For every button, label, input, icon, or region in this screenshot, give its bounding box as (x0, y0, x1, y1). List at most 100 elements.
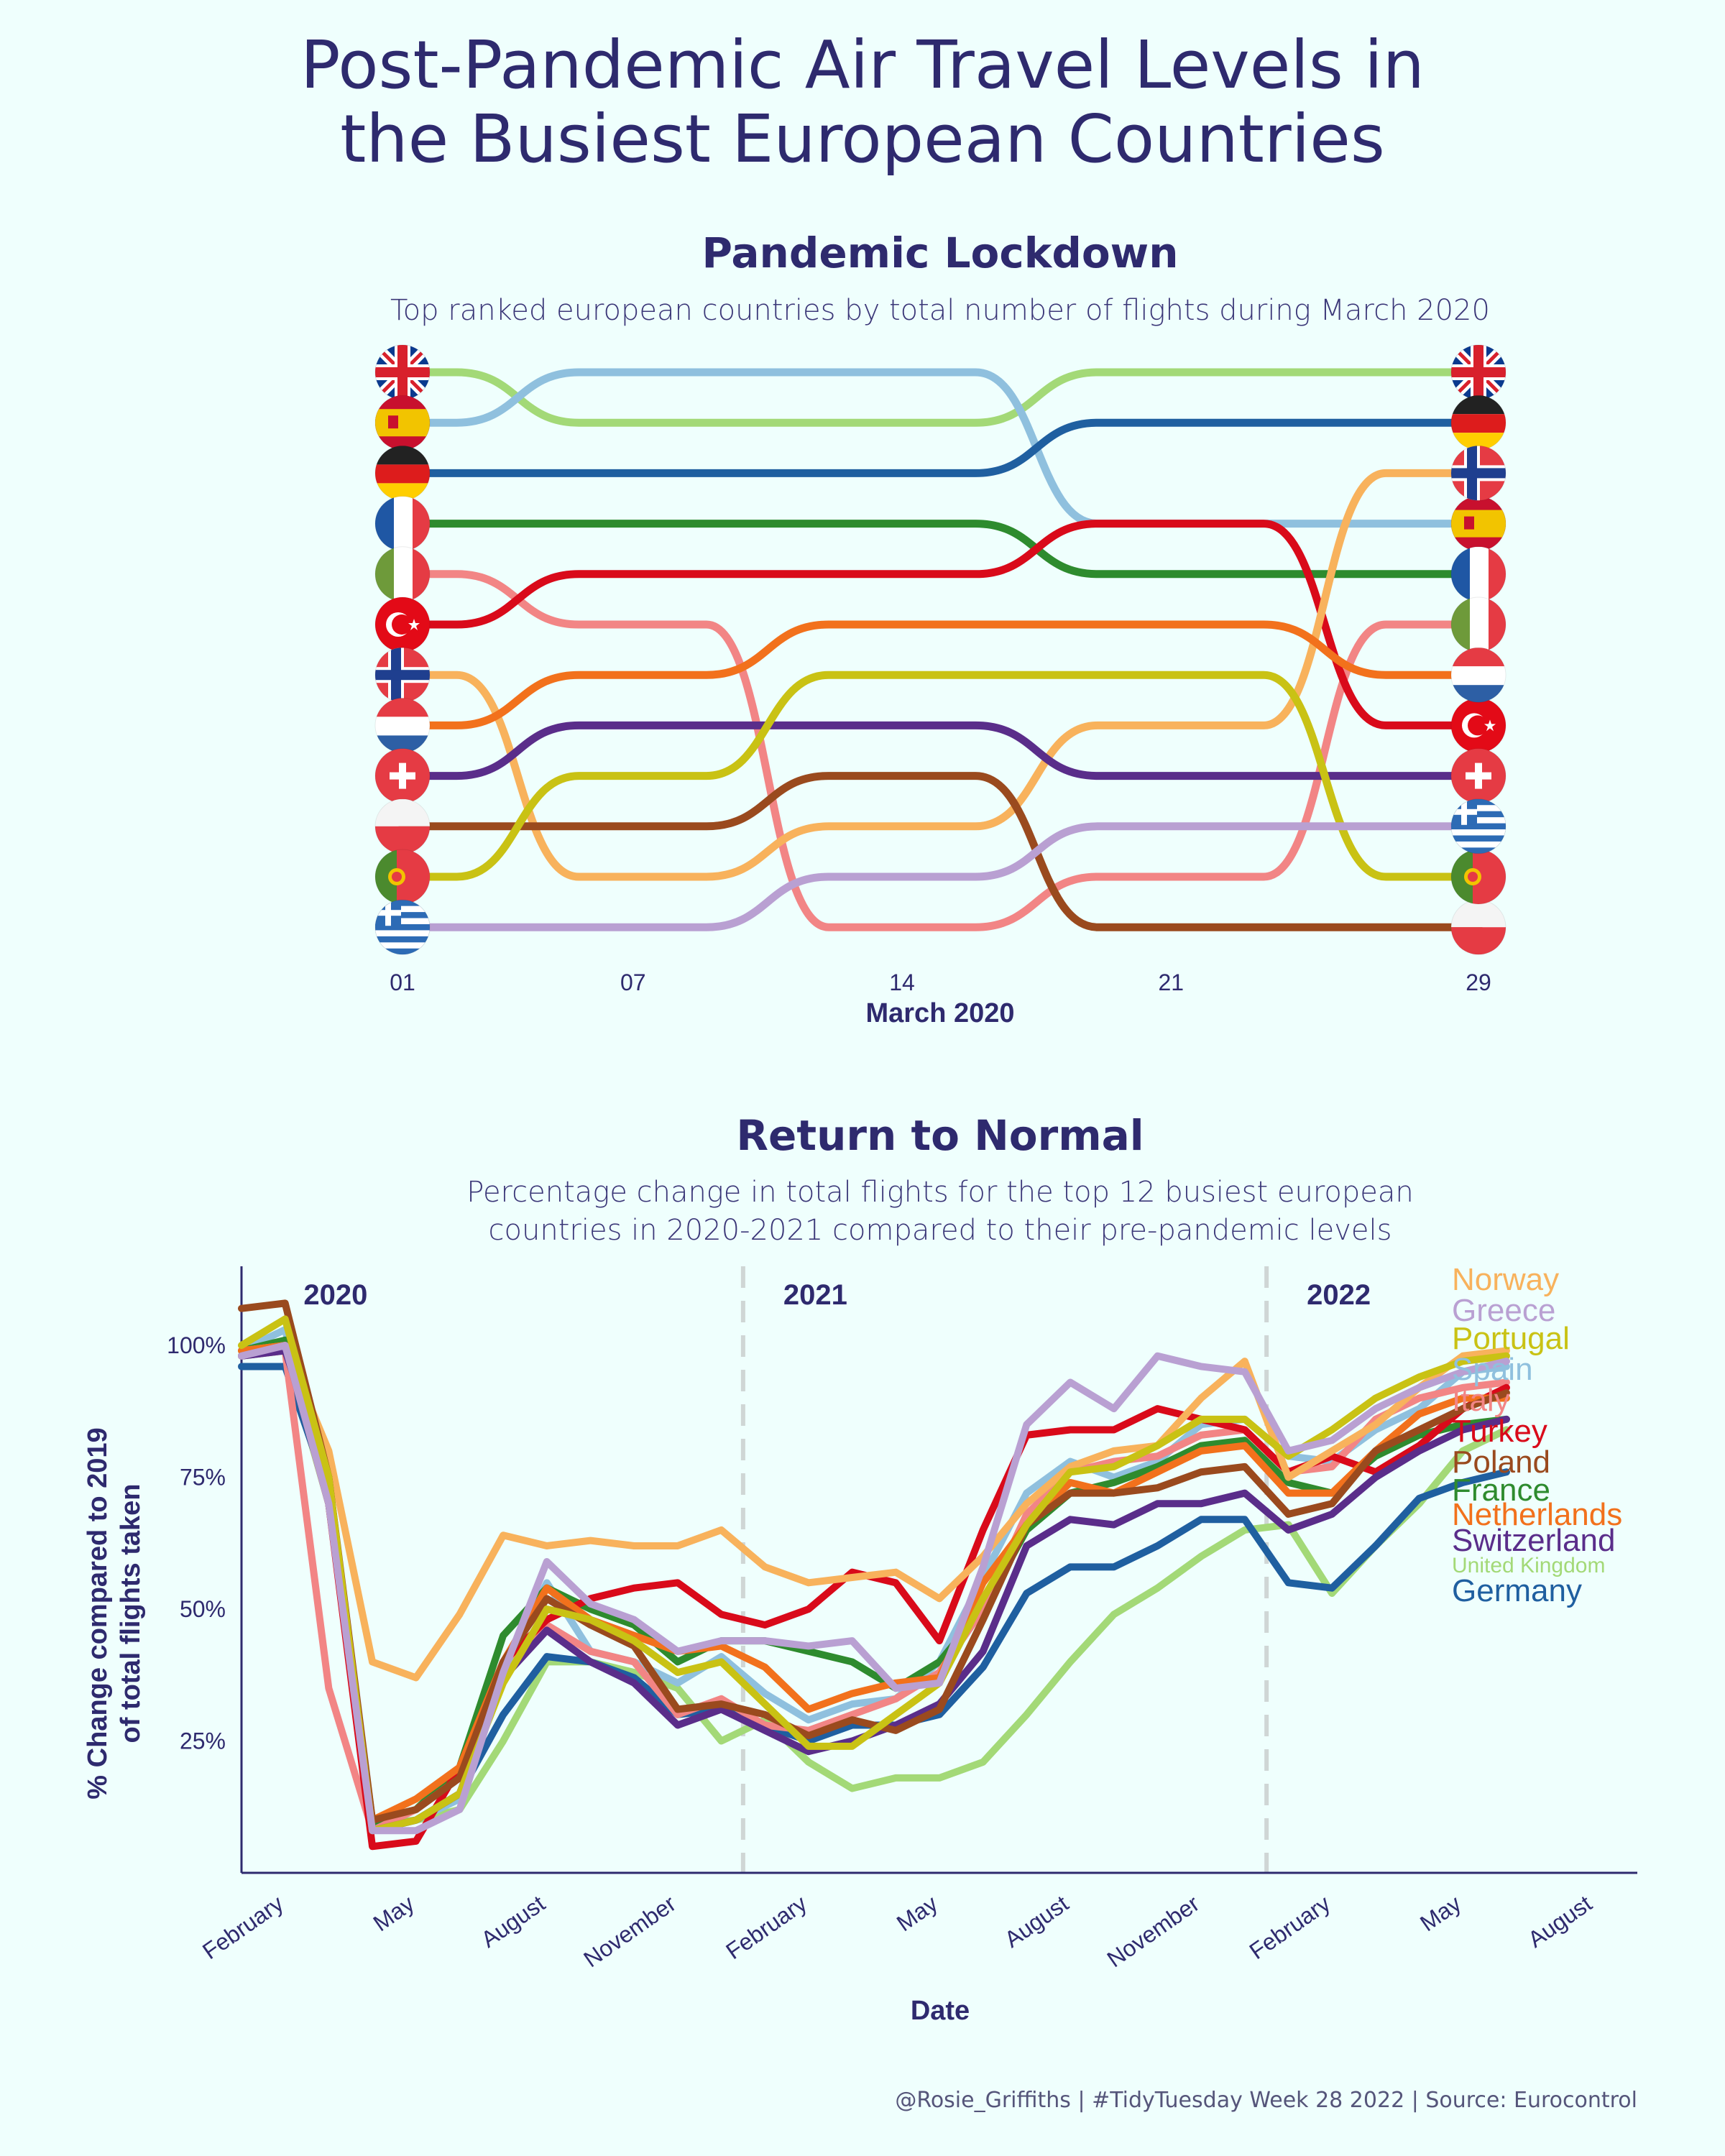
bump-x-axis-title: March 2020 (865, 998, 1014, 1028)
x-tick-label: August (1523, 1890, 1596, 1953)
legend-label-norway: Norway (1452, 1262, 1559, 1297)
legend-label-france: France (1452, 1473, 1550, 1508)
series-line-spain (238, 1326, 1510, 1835)
bump-x-tick-label: 07 (620, 969, 646, 995)
line-x-axis-title: Date (911, 1996, 970, 2026)
netherlands-flag-end-icon (1450, 647, 1506, 703)
bump-line-switzerland (398, 721, 1483, 780)
x-tick-label: May (369, 1890, 419, 1936)
x-tick-label: August (1000, 1890, 1073, 1953)
x-tick-label: August (477, 1890, 550, 1953)
bump-line-italy (398, 570, 1483, 931)
spain-flag-start-icon (374, 395, 431, 451)
bump-line-netherlands (398, 620, 1483, 729)
line-chart-subtitle-line-2: countries in 2020-2021 compared to their… (489, 1214, 1392, 1247)
legend-label-spain: Spain (1452, 1352, 1533, 1387)
y-tick-label: 75% (180, 1465, 226, 1491)
year-label-2022: 2022 (1307, 1279, 1371, 1311)
legend-label-greece: Greece (1452, 1293, 1555, 1328)
bump-x-tick-label: 01 (390, 969, 415, 995)
bump-x-axis: 01 07 14 21 29 (390, 969, 1491, 995)
norway-flag-end-icon (1450, 445, 1506, 501)
y-tick-label: 25% (180, 1728, 226, 1754)
series-line-poland (238, 1299, 1510, 1824)
germany-flag-start-icon (374, 445, 431, 501)
bump-lines (398, 368, 1483, 931)
poland-flag-end-icon (1450, 899, 1506, 955)
legend-label-portugal: Portugal (1452, 1321, 1570, 1356)
y-axis-title-line-1: % Change compared to 2019 (83, 1427, 113, 1799)
united-kingdom-flag-start-icon (374, 344, 431, 400)
bump-chart-subtitle: Top ranked european countries by total n… (390, 294, 1490, 327)
bump-chart: Pandemic Lockdown Top ranked european co… (374, 229, 1506, 1028)
legend-label-turkey: Turkey (1452, 1414, 1547, 1449)
united-kingdom-flag-end-icon (1450, 344, 1506, 400)
bump-line-greece (398, 822, 1483, 931)
norway-flag-start-icon (374, 647, 431, 703)
portugal-flag-start-icon (374, 849, 431, 905)
main-title-line-2: the Busiest European Countries (340, 101, 1385, 178)
bump-x-tick-label: 29 (1466, 969, 1491, 995)
bump-line-france (398, 520, 1483, 579)
series-line-norway (238, 1342, 1510, 1682)
italy-flag-end-icon (1450, 596, 1506, 653)
germany-flag-end-icon (1450, 395, 1506, 451)
series-line-switzerland (238, 1347, 1510, 1835)
series-line-italy (238, 1347, 1510, 1835)
greece-flag-end-icon (1450, 798, 1506, 854)
x-tick-label: February (198, 1890, 288, 1964)
bump-line-united-kingdom (398, 368, 1483, 427)
line-axes: 25% 50% 75% 100% February May August November Fe… (167, 1266, 1637, 1972)
series-line-netherlands (238, 1342, 1510, 1824)
bump-x-tick-label: 21 (1158, 969, 1184, 995)
main-title-line-1: Post-Pandemic Air Travel Levels in (300, 27, 1425, 103)
year-label-2021: 2021 (783, 1279, 847, 1311)
x-tick-label: November (579, 1890, 681, 1972)
series-line-greece (238, 1342, 1510, 1835)
year-label-2020: 2020 (303, 1279, 367, 1311)
series-line-turkey (238, 1342, 1510, 1851)
france-flag-start-icon (374, 496, 431, 552)
spain-flag-end-icon (1450, 496, 1506, 552)
x-tick-label: November (1103, 1890, 1205, 1972)
year-dividers: 2020 2021 2022 (303, 1266, 1371, 1873)
y-axis-title-line-2: of total flights taken (116, 1484, 146, 1743)
line-series (238, 1299, 1510, 1851)
line-chart: Return to Normal Percentage change in to… (83, 1111, 1637, 2026)
italy-flag-start-icon (374, 546, 431, 602)
bump-line-germany (398, 418, 1483, 477)
netherlands-flag-start-icon (374, 697, 431, 753)
portugal-flag-end-icon (1450, 849, 1506, 905)
x-tick-label: May (892, 1890, 942, 1936)
y-tick-label: 100% (167, 1332, 226, 1358)
line-legend: NorwayGreecePortugalSpainItalyTurkeyPola… (1452, 1262, 1622, 1608)
legend-label-italy: Italy (1452, 1383, 1510, 1418)
line-chart-title: Return to Normal (736, 1111, 1144, 1160)
bump-x-tick-label: 14 (889, 969, 915, 995)
legend-label-germany: Germany (1452, 1573, 1582, 1608)
legend-label-netherlands: Netherlands (1452, 1497, 1622, 1532)
switzerland-flag-end-icon (1450, 748, 1506, 804)
x-tick-label: May (1415, 1890, 1466, 1936)
bump-chart-title: Pandemic Lockdown (702, 229, 1178, 277)
bump-flags (374, 344, 1506, 955)
turkey-flag-start-icon (374, 596, 431, 653)
switzerland-flag-start-icon (374, 748, 431, 804)
line-y-axis-title: % Change compared to 2019 of total fligh… (83, 1427, 146, 1799)
x-tick-label: February (1245, 1890, 1335, 1964)
greece-flag-start-icon (374, 899, 431, 955)
france-flag-end-icon (1450, 546, 1506, 602)
turkey-flag-end-icon (1450, 697, 1506, 753)
source-caption: @Rosie_Griffiths | #TidyTuesday Week 28 … (895, 2088, 1637, 2113)
bump-line-spain (398, 368, 1483, 528)
y-tick-label: 50% (180, 1596, 226, 1622)
x-tick-label: February (721, 1890, 811, 1964)
bump-line-portugal (398, 671, 1483, 881)
poland-flag-start-icon (374, 798, 431, 854)
bump-line-poland (398, 772, 1483, 931)
legend-label-switzerland: Switzerland (1452, 1523, 1615, 1558)
line-chart-subtitle-line-1: Percentage change in total flights for t… (466, 1176, 1414, 1209)
legend-label-poland: Poland (1452, 1445, 1550, 1480)
legend-label-united-kingdom: United Kingdom (1452, 1554, 1605, 1577)
